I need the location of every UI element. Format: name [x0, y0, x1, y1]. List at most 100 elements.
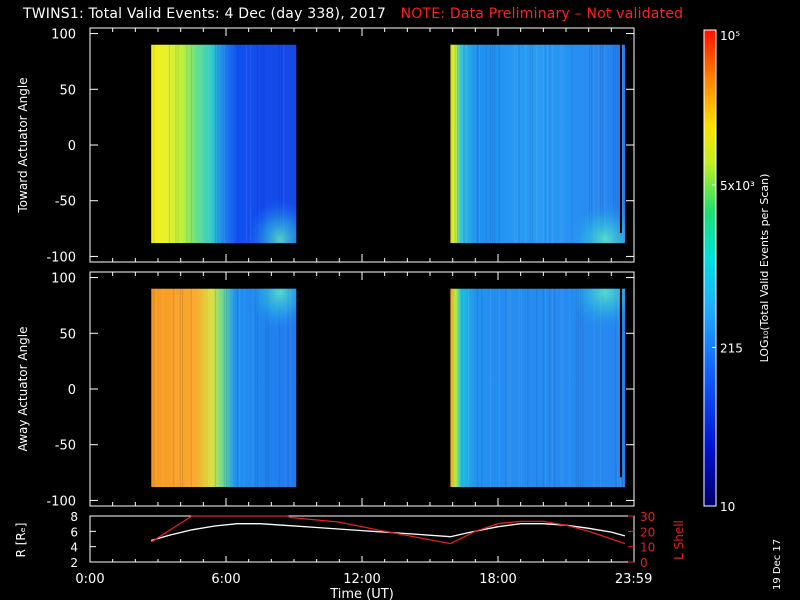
title-warning: NOTE: Data Preliminary – Not validated: [400, 6, 684, 22]
top-block-2-stripe: [529, 44, 531, 244]
top-block-2-stripe: [474, 44, 476, 244]
top-block-1-stripe: [208, 44, 210, 244]
top-block-1-stripe: [186, 44, 188, 244]
orbit-xtick-label: 0:00: [75, 572, 104, 587]
bottom-block-2-stripe: [562, 288, 564, 488]
top-block-2-stripe: [463, 44, 465, 244]
generation-date: 19 Dec 17: [772, 538, 783, 590]
bottom-heatmap-panel: 100 50 0 -50 -100 Away Actuator Angle: [16, 271, 635, 509]
top-block-1-stripe: [215, 44, 216, 244]
bottom-block-1-stripe: [289, 288, 291, 488]
bottom-block-2-stripe: [527, 288, 529, 488]
bottom-block-2-stripe: [580, 288, 582, 488]
top-block-1-stripe: [153, 44, 155, 244]
top-block-1-stripe: [256, 44, 258, 244]
top-block-2-stripe: [476, 44, 478, 244]
top-block-1-stripe: [199, 44, 201, 244]
top-ytick-label: -50: [55, 195, 76, 210]
bottom-block-1-stripe: [153, 288, 155, 488]
bottom-block-2-edge-feature: [546, 288, 625, 369]
top-block-2-stripe: [531, 44, 533, 244]
bottom-block-2-stripe: [622, 288, 623, 488]
top-block-1-stripe: [261, 44, 263, 244]
orbit-right-tick-label: 0: [640, 556, 648, 570]
top-block-1-edge-feature: [230, 163, 297, 244]
bottom-block-1-stripe: [287, 288, 289, 488]
colorbar-tick-label: 10⁵: [720, 29, 740, 43]
orbit-right-tick-label: 10: [640, 541, 655, 555]
bottom-ytick-label: 0: [68, 383, 76, 398]
top-block-2-stripe: [479, 44, 480, 244]
bottom-block-1-stripe: [151, 288, 153, 488]
bottom-block-1-stripe: [193, 288, 194, 488]
top-block-1-stripe: [217, 44, 219, 244]
orbit-xtick-label: 6:00: [211, 572, 240, 587]
bottom-block-2-stripe: [520, 288, 522, 488]
bottom-block-2-stripe: [507, 288, 509, 488]
orbit-left-tick-label: 4: [70, 541, 78, 555]
top-block-1-stripe: [190, 44, 192, 244]
top-block-2-stripe: [547, 44, 549, 244]
orbit-xtick-label: 23:59: [615, 572, 652, 587]
bottom-block-1-stripe: [243, 288, 245, 488]
title-main: TWINS1: Total Valid Events: 4 Dec (day 3…: [23, 6, 386, 22]
bottom-block-2-stripe: [617, 288, 619, 488]
bottom-block-1-stripe: [173, 288, 175, 488]
top-block-2-stripe: [498, 44, 500, 244]
top-block-1-stripe: [245, 44, 247, 244]
top-block-2-stripe: [518, 44, 520, 244]
bottom-block-1-stripe: [208, 288, 210, 488]
bottom-block-1-stripe: [223, 288, 225, 488]
top-block-1-stripe: [263, 44, 265, 244]
bottom-block-1-stripe: [237, 288, 238, 488]
bottom-block-2-stripe: [551, 288, 553, 488]
bottom-ylabel: Away Actuator Angle: [16, 326, 30, 451]
top-block-2-stripe: [516, 44, 518, 244]
bottom-block-2-stripe: [575, 288, 577, 488]
bottom-block-2-stripe: [553, 288, 555, 488]
bottom-block-2-stripe: [578, 288, 579, 488]
bottom-block-1-edge-feature: [230, 288, 297, 369]
colorbar-tick-label: 10: [720, 500, 735, 514]
top-block-2-stripe: [602, 44, 604, 244]
bottom-block-2-stripe: [468, 288, 469, 488]
bottom-block-2-stripe: [490, 288, 491, 488]
bottom-block-2-gap: [619, 288, 622, 478]
orbit-left-tick-label: 6: [70, 525, 78, 539]
top-block-1-stripe: [283, 44, 285, 244]
top-ytick-label: 0: [68, 139, 76, 154]
top-block-2-stripe: [589, 44, 590, 244]
orbit-right-tick-label: 30: [640, 510, 655, 524]
top-block-2-stripe: [604, 44, 606, 244]
bottom-block-2-stripe: [545, 288, 546, 488]
colorbar-tick-label: 215: [720, 341, 743, 355]
top-block-2-stripe: [490, 44, 491, 244]
bottom-block-2-stripe: [549, 288, 551, 488]
bottom-block-1-stripe: [155, 288, 157, 488]
orbit-xtick-label: 18:00: [479, 572, 516, 587]
top-ytick-label: 50: [59, 83, 76, 98]
top-block-2-stripe: [485, 44, 487, 244]
top-block-2-stripe: [465, 44, 467, 244]
orbit-right-axis-label: L Shell: [672, 520, 686, 560]
bottom-block-2-stripe: [461, 288, 463, 488]
bottom-block-1-stripe: [265, 288, 267, 488]
top-block-1-stripe: [250, 44, 252, 244]
top-block-1-stripe: [281, 44, 282, 244]
bottom-block-1-stripe: [285, 288, 287, 488]
orbit-left-axis-label: R [Rₑ]: [14, 523, 28, 558]
bottom-block-2-stripe: [518, 288, 520, 488]
top-block-1-stripe: [177, 44, 179, 244]
bottom-block-2-stripe: [476, 288, 478, 488]
bottom-block-1-stripe: [179, 288, 181, 488]
bottom-block-1-stripe: [217, 288, 219, 488]
top-block-2-stripe: [457, 44, 458, 244]
top-block-2-stripe: [597, 44, 599, 244]
top-ytick-label: 100: [51, 28, 76, 43]
top-block-2-stripe: [492, 44, 494, 244]
top-block-1-stripe: [201, 44, 203, 244]
bottom-block-2-stripe: [481, 288, 483, 488]
top-block-2-stripe: [461, 44, 463, 244]
bottom-ytick-label: -100: [46, 494, 76, 509]
bottom-block-1-stripe: [226, 288, 227, 488]
